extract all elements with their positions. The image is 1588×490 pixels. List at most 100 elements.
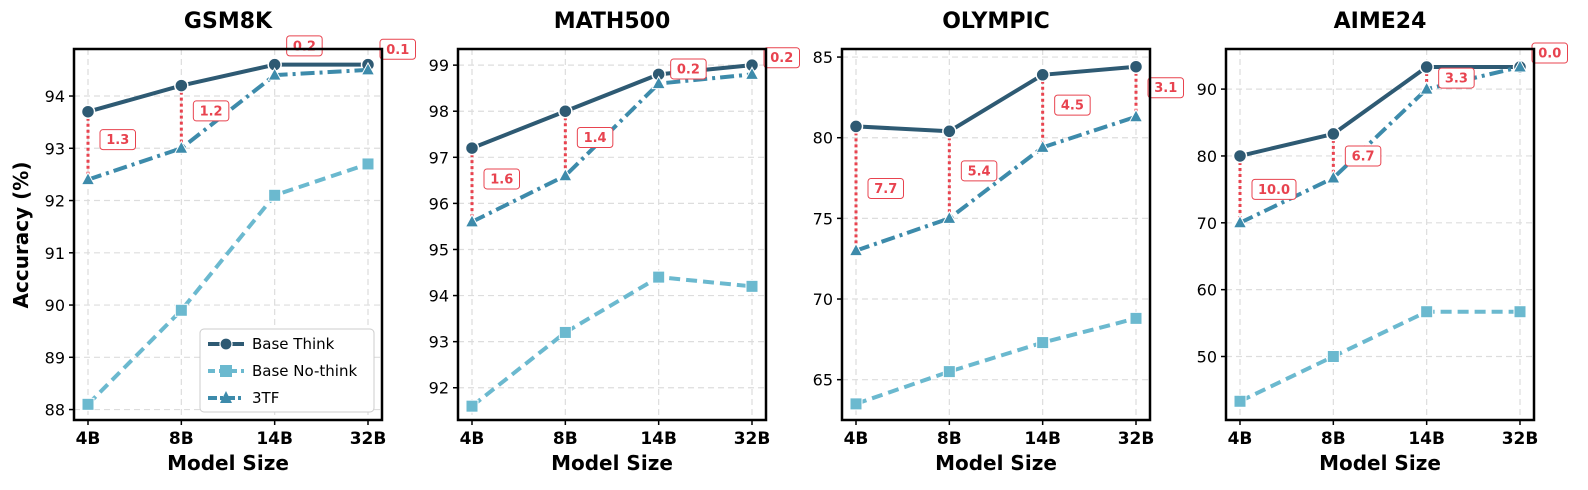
panel-title: OLYMPIC [942, 9, 1050, 34]
gap-label: 0.2 [293, 39, 316, 54]
x-tick-label: 14B [256, 429, 293, 449]
legend-marker-3tf [220, 391, 232, 403]
point-3tf [80, 171, 96, 186]
point-3tf [1419, 81, 1435, 95]
x-tick-label: 8B [553, 429, 578, 449]
series-line-base-nothink [86, 162, 369, 406]
point-3tf [744, 66, 760, 80]
point-3tf [848, 242, 864, 257]
y-tick-label: 92 [45, 192, 65, 211]
x-tick-label: 32B [1118, 429, 1155, 449]
legend: Base Think Base No-think 3TF [199, 328, 375, 413]
point-3tf [464, 213, 480, 228]
legend-frame [199, 328, 375, 413]
x-tick-label: 14B [1024, 429, 1061, 449]
point-base-nothink [849, 397, 863, 411]
y-tick-label: 93 [429, 333, 449, 352]
x-tick-label: 32B [1502, 429, 1539, 449]
point-3tf [267, 67, 283, 81]
point-base-nothink [465, 399, 479, 413]
gap-label: 3.1 [1154, 81, 1177, 96]
point-base-nothink [268, 188, 282, 202]
panel-math500: 1.6 1.4 0.2 0.2 92 93 94 95 96 97 98 99 4B 8B 14B 32B MA… [429, 9, 800, 475]
gap-label-box [960, 160, 998, 182]
gap-label-box [670, 58, 707, 80]
y-tick-label: 97 [429, 148, 449, 167]
point-3tf [1325, 169, 1341, 184]
point-base-think [848, 119, 864, 134]
gap-label-box [1251, 178, 1297, 200]
plot-frame [1224, 47, 1536, 422]
gap-label-box [483, 168, 520, 190]
series-line-3tf [471, 72, 753, 224]
plot-frame [456, 47, 768, 422]
gap-label-box [1438, 67, 1475, 89]
legend-marker-base-nothink [220, 365, 232, 377]
point-base-nothink [942, 365, 956, 379]
panel-aime24: 10.0 6.7 3.3 0.0 50 60 70 80 90 4B 8B 14B 32B AIME24 M… [1197, 9, 1568, 475]
point-3tf [173, 140, 189, 154]
x-tick-label: 8B [169, 429, 194, 449]
y-tick-label: 60 [1197, 281, 1217, 300]
gap-label-box [99, 129, 136, 151]
y-tick-label: 98 [429, 102, 449, 121]
y-axis-label: Accuracy (%) [9, 162, 33, 309]
panels: 1.3 1.2 0.2 0.1 88 89 90 91 92 93 94 4B 8B 14B 32B GSM8… [45, 9, 1568, 475]
x-tick-label: 4B [844, 429, 869, 449]
series-line-base-nothink [1239, 309, 1520, 404]
point-base-think [942, 124, 957, 139]
point-base-think [1035, 67, 1050, 83]
x-axis-label: Model Size [167, 451, 289, 475]
x-axis-label: Model Size [551, 451, 673, 475]
gap-label-box [1147, 77, 1184, 99]
point-base-nothink [652, 270, 666, 284]
y-tick-label: 90 [1197, 80, 1217, 99]
gap-label: 1.6 [490, 172, 513, 187]
gap-label: 4.5 [1061, 99, 1084, 114]
point-base-think [174, 78, 189, 93]
gap-label-box [192, 100, 230, 122]
point-base-nothink [745, 279, 759, 293]
x-tick-label: 14B [1408, 429, 1445, 449]
point-3tf [1035, 139, 1051, 153]
gap-label-box [1531, 42, 1568, 64]
series-line-base-think [1239, 65, 1520, 158]
point-base-nothink [558, 325, 572, 339]
gap-label: 3.3 [1445, 72, 1468, 87]
y-tick-label: 96 [429, 194, 449, 213]
gap-label-box [1054, 94, 1091, 116]
gap-label: 1.2 [200, 104, 223, 119]
y-tick-label: 80 [1197, 147, 1217, 166]
y-tick-label: 65 [813, 371, 833, 390]
y-tick-label: 88 [45, 401, 65, 420]
y-tick-label: 90 [45, 296, 65, 315]
point-base-think [1128, 59, 1144, 74]
gap-label: 1.4 [584, 131, 607, 146]
x-tick-label: 4B [1228, 429, 1253, 449]
point-3tf [1232, 214, 1248, 229]
point-base-think [80, 104, 96, 119]
point-base-think [558, 103, 573, 119]
gap-label-box [763, 47, 800, 69]
y-tick-label: 91 [45, 244, 65, 263]
point-base-nothink [81, 397, 95, 411]
x-tick-label: 32B [350, 429, 387, 449]
point-base-nothink [1326, 349, 1340, 363]
series-line-base-nothink [470, 275, 753, 408]
gap-label: 1.3 [106, 133, 129, 148]
y-tick-label: 92 [429, 379, 449, 398]
x-tick-label: 32B [734, 429, 771, 449]
point-3tf [557, 167, 573, 182]
y-tick-label: 70 [813, 290, 833, 309]
plot-frame [72, 47, 384, 422]
panel-title: MATH500 [554, 9, 671, 34]
series-line-base-think [87, 62, 368, 114]
point-3tf [1512, 58, 1528, 73]
panel-olympic: 7.7 5.4 4.5 3.1 65 70 75 80 85 4B 8B 14B 32B OLYMPIC M… [813, 9, 1184, 475]
plot-frame [840, 47, 1152, 422]
point-base-nothink [361, 157, 375, 171]
point-base-nothink [1420, 305, 1434, 319]
y-tick-label: 75 [813, 209, 833, 228]
y-tick-label: 89 [45, 348, 65, 367]
